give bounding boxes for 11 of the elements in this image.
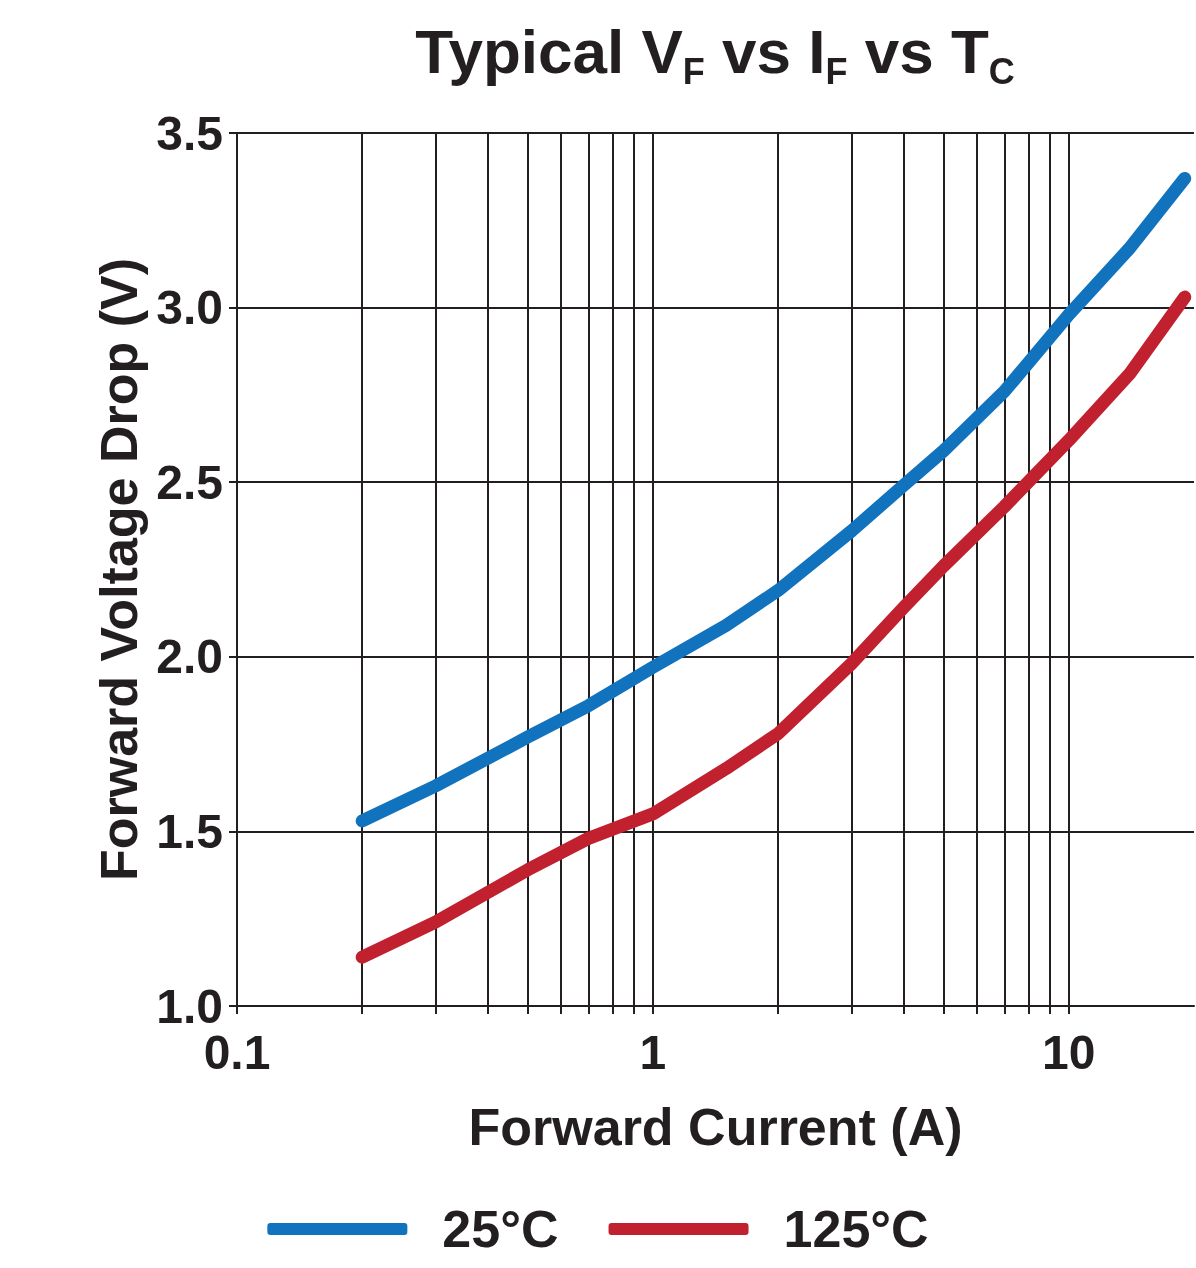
legend-label: 125°C <box>783 1200 929 1258</box>
x-tick-label: 1 <box>639 1025 667 1079</box>
legend-label: 25°C <box>442 1200 559 1258</box>
y-tick-label: 2.0 <box>156 630 223 684</box>
y-axis-title: Forward Voltage Drop (V) <box>90 257 149 882</box>
y-tick-label: 3.5 <box>156 106 223 160</box>
x-tick-label: 10 <box>1042 1025 1096 1079</box>
y-tick-label: 2.5 <box>156 455 223 509</box>
y-tick-label: 3.0 <box>156 281 223 335</box>
x-axis-title: Forward Current (A) <box>468 1098 963 1156</box>
y-tick-label: 1.5 <box>156 804 223 858</box>
